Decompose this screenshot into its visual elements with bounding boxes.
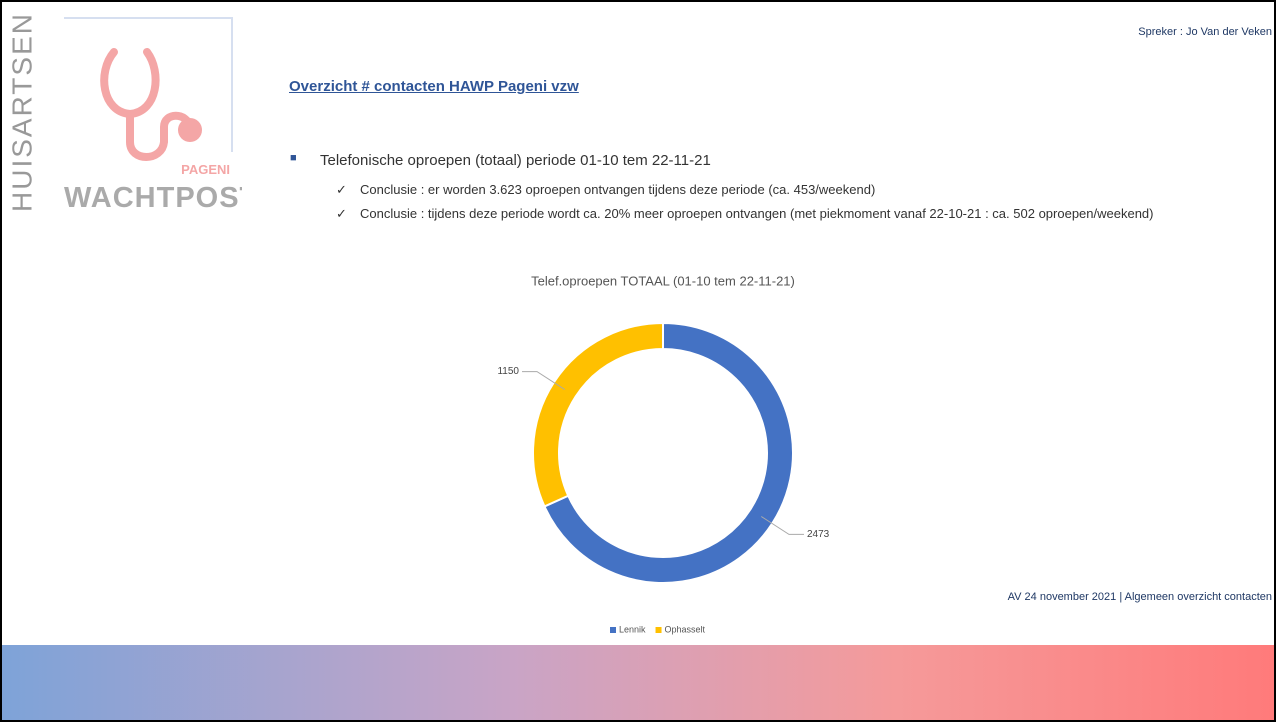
legend-swatch — [655, 627, 662, 633]
sub-bullet: ✓ Conclusie : er worden 3.623 oproepen on… — [336, 182, 876, 197]
legend-label: Lennik — [619, 624, 646, 634]
logo-small: PAGENI — [181, 162, 230, 177]
legend-swatch — [610, 627, 616, 633]
chart-title: Telef.oproepen TOTAAL (01-10 tem 22-11-2… — [531, 273, 795, 288]
data-label: 2473 — [807, 529, 830, 540]
sub-bullet-text: Conclusie : er worden 3.623 oproepen ont… — [360, 182, 876, 197]
sub-bullet: ✓ Conclusie : tijdens deze periode wordt … — [336, 206, 1154, 221]
stethoscope — [100, 48, 194, 161]
donut-segment — [543, 321, 794, 584]
data-label: 1150 — [497, 366, 519, 377]
logo-frame — [64, 17, 233, 152]
sub-bullet-text: Conclusie : tijdens deze periode wordt c… — [360, 206, 1154, 221]
donut-segment — [532, 321, 664, 508]
leader-line — [522, 371, 565, 390]
legend-label: Ophasselt — [665, 624, 706, 634]
footer: AV 24 november 2021 | Algemeen overzicht… — [1007, 591, 1272, 603]
logo: HUISARTSEN PAGENI WACHTPOST — [6, 12, 242, 214]
logo-name: WACHTPOST — [64, 182, 242, 214]
logo-vertical: HUISARTSEN — [6, 12, 37, 212]
speaker: Spreker : Jo Van der Veken — [1138, 26, 1272, 38]
chart: Telef.oproepen TOTAAL (01-10 tem 22-11-2… — [497, 273, 830, 634]
bullet: ■ Telefonische oproepen (totaal) periode … — [290, 152, 711, 169]
leader-line — [761, 516, 804, 535]
bullet-text: Telefonische oproepen (totaal) periode 0… — [320, 152, 711, 169]
heading: Overzicht # contacten HAWP Pageni vzw — [289, 78, 579, 95]
footer-bar — [2, 645, 1274, 720]
stethoscope-bell — [178, 118, 202, 142]
